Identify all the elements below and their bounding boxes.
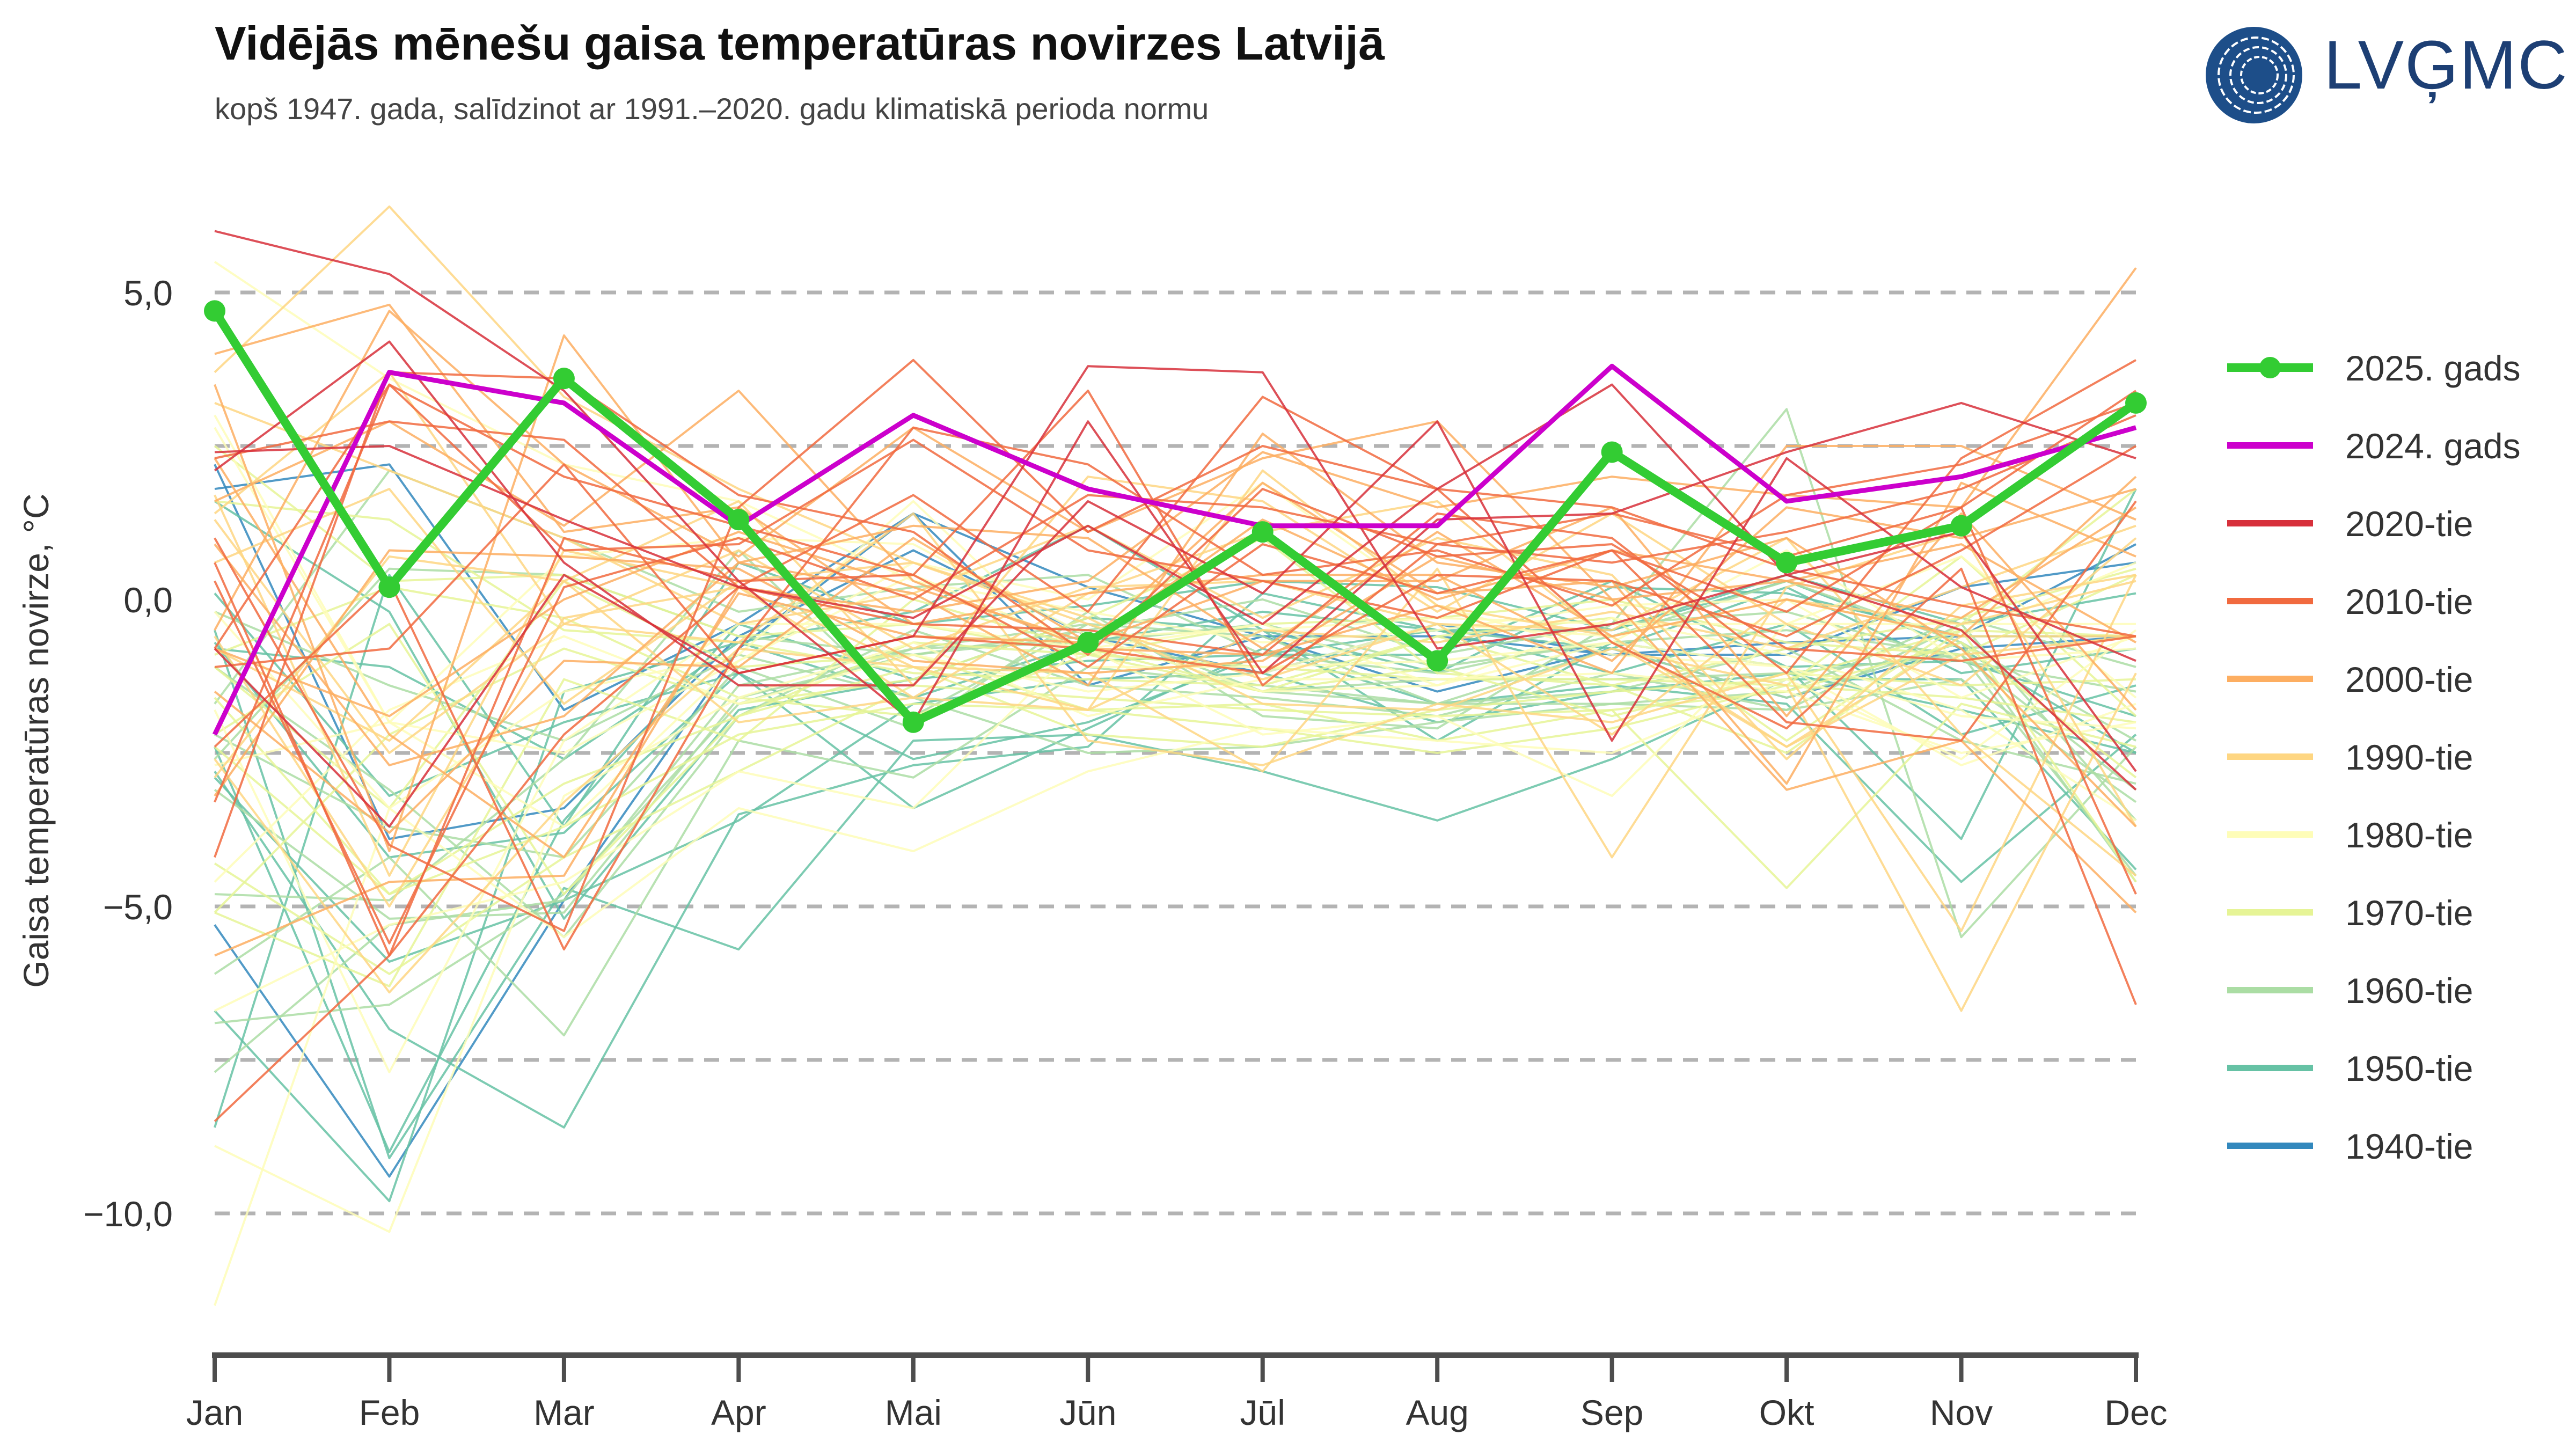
chart-subtitle: kopš 1947. gada, salīdzinot ar 1991.–202… — [215, 92, 1209, 126]
highlight-point-7 — [1426, 650, 1448, 672]
series-line-2007 — [214, 334, 2137, 853]
x-tick-label-7: Aug — [1406, 1393, 1468, 1432]
highlight-line-1 — [211, 309, 2139, 727]
chart-title: Vidējās mēnešu gaisa temperatūras novirz… — [215, 17, 1385, 70]
legend-label-2: 2020-tie — [2345, 504, 2473, 544]
logo-ring-1 — [2218, 36, 2295, 114]
highlight-line-0 — [212, 363, 2137, 736]
x-tick-label-5: Jūn — [1059, 1393, 1116, 1432]
series-line-2003 — [214, 481, 2136, 834]
series-line-1981 — [214, 574, 2137, 822]
x-tick-label-6: Jūl — [1240, 1393, 1285, 1432]
series-line-1978 — [214, 629, 2137, 896]
legend-item-8: 1960-tie — [2227, 971, 2473, 1011]
legend-label-6: 1980-tie — [2345, 815, 2473, 855]
legend-label-0: 2025. gads — [2345, 348, 2521, 388]
y-tick-label-2: −5,0 — [103, 887, 173, 927]
highlight-point-5 — [1077, 632, 1099, 654]
series-line-2013 — [214, 402, 2136, 951]
y-tick-label-0: 5,0 — [123, 273, 173, 313]
series-line-2009 — [214, 506, 2137, 718]
legend-item-4: 2000-tie — [2227, 660, 2473, 699]
series-line-1983 — [214, 414, 2136, 723]
legend-item-10: 1940-tie — [2227, 1126, 2473, 1166]
logo-ring-2 — [2229, 46, 2287, 104]
decade-series-lines — [214, 205, 2137, 1306]
y-tick-label-1: 0,0 — [123, 580, 173, 620]
highlight-point-11 — [2125, 392, 2147, 414]
legend-item-5: 1990-tie — [2227, 737, 2473, 777]
highlight-point-6 — [1252, 521, 1274, 543]
x-tick-label-11: Dec — [2104, 1393, 2167, 1432]
highlight-series-lines — [204, 300, 2147, 736]
legend-label-9: 1950-tie — [2345, 1049, 2473, 1088]
highlight-point-8 — [1601, 441, 1623, 463]
highlight-point-2 — [553, 368, 575, 390]
x-tick-label-1: Feb — [359, 1393, 420, 1432]
highlight-point-4 — [902, 711, 924, 733]
series-line-2021 — [214, 365, 2137, 828]
y-tick-label-3: −10,0 — [83, 1194, 173, 1234]
legend-marker-0 — [2259, 357, 2281, 378]
x-tick-label-4: Mai — [885, 1393, 942, 1432]
x-tick-label-8: Sep — [1580, 1393, 1643, 1432]
x-tick-label-10: Nov — [1930, 1393, 1993, 1432]
legend-label-4: 2000-tie — [2345, 660, 2473, 699]
series-line-1996 — [214, 531, 2137, 994]
series-line-2023 — [214, 383, 2137, 791]
series-line-2019 — [214, 383, 2136, 687]
legend-label-10: 1940-tie — [2345, 1126, 2473, 1166]
highlight-point-0 — [204, 300, 225, 322]
legend-item-1: 2024. gads — [2227, 426, 2521, 466]
legend-label-8: 1960-tie — [2345, 971, 2473, 1011]
series-line-2022 — [214, 340, 2136, 742]
legend-item-0: 2025. gads — [2227, 348, 2521, 388]
legend: 2025. gads 2024. gads 2020-tie 2010-tie 2000… — [2227, 348, 2521, 1166]
series-line-2012 — [214, 506, 2137, 957]
series-line-2020 — [214, 230, 2136, 723]
logo-circle — [2206, 27, 2302, 123]
logo-ring-3 — [2240, 56, 2279, 94]
legend-item-9: 1950-tie — [2227, 1049, 2473, 1088]
legend-item-7: 1970-tie — [2227, 893, 2473, 933]
legend-item-6: 1980-tie — [2227, 815, 2473, 855]
series-line-1986 — [214, 555, 2137, 1073]
series-line-2017 — [214, 445, 2137, 675]
x-tick-label-2: Mar — [533, 1393, 595, 1432]
legend-item-2: 2020-tie — [2227, 504, 2473, 544]
series-line-1958 — [214, 672, 2136, 963]
legend-label-5: 1990-tie — [2345, 737, 2473, 777]
x-tick-label-0: Jan — [186, 1393, 243, 1432]
series-line-1967 — [214, 567, 2136, 760]
series-line-1989 — [214, 261, 2136, 699]
series-line-2018 — [214, 358, 2136, 932]
highlight-point-9 — [1776, 552, 1798, 574]
logo-text: LVĢMC — [2324, 27, 2568, 104]
lvgmc-logo-icon — [2206, 27, 2302, 123]
y-axis-label: Gaisa temperatūras novirze, °C — [16, 493, 56, 987]
x-tick-label-3: Apr — [711, 1393, 766, 1432]
highlight-point-3 — [728, 509, 750, 531]
legend-item-3: 2010-tie — [2227, 582, 2473, 621]
series-line-2014 — [214, 371, 2136, 858]
series-line-2015 — [214, 359, 2136, 675]
series-line-2010 — [214, 396, 2137, 1122]
series-line-2011 — [214, 390, 2137, 945]
series-line-2016 — [214, 383, 2137, 803]
highlight-point-1 — [378, 576, 400, 598]
highlight-point-10 — [1950, 515, 1972, 537]
series-line-2002 — [214, 310, 2137, 913]
x-tick-label-9: Okt — [1759, 1393, 1814, 1432]
legend-label-7: 1970-tie — [2345, 893, 2473, 933]
legend-label-1: 2024. gads — [2345, 426, 2521, 466]
legend-label-3: 2010-tie — [2345, 582, 2473, 621]
series-line-2004 — [214, 506, 2137, 797]
axes: Jan Feb Mar Apr Mai Jūn Jūl Aug Sep Okt Nov Dec 5,0 0… — [83, 273, 2168, 1432]
